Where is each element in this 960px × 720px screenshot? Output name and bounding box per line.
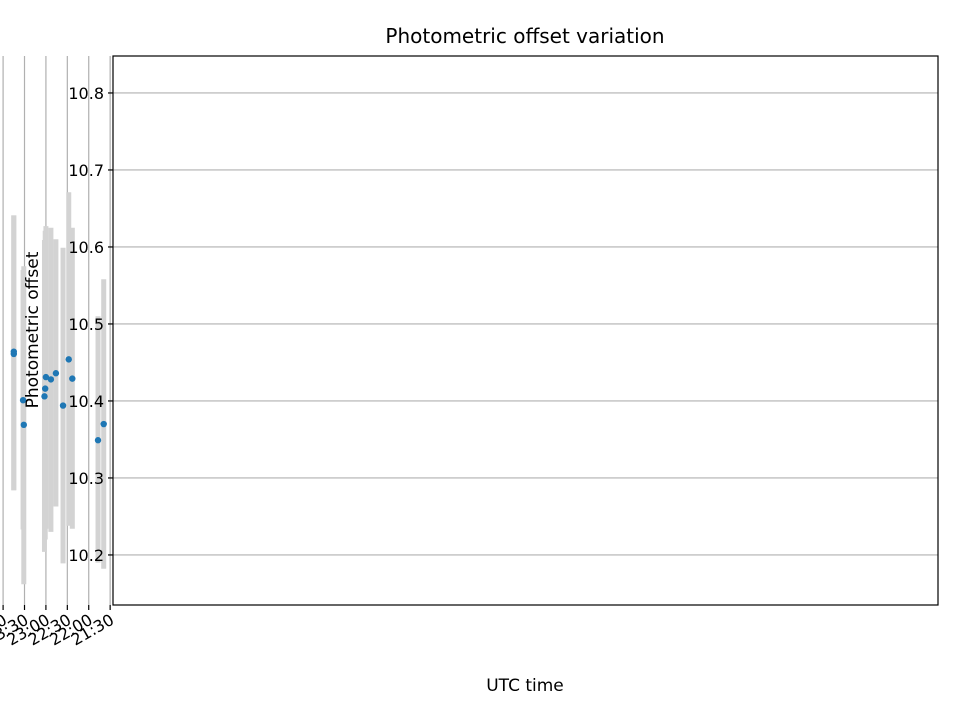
y-tick-label: 10.8 bbox=[68, 84, 104, 103]
data-points bbox=[10, 348, 107, 444]
y-axis-ticks: 10.2 10.3 10.4 10.5 10.6 10.7 10.8 bbox=[68, 84, 113, 565]
data-point bbox=[19, 396, 27, 404]
chart-title: Photometric offset variation bbox=[385, 24, 664, 48]
data-point bbox=[20, 421, 27, 429]
y-axis-title: Photometric offset bbox=[23, 251, 43, 408]
y-tick-label: 10.4 bbox=[68, 392, 104, 411]
data-point bbox=[42, 385, 49, 392]
data-point bbox=[100, 420, 107, 428]
data-point bbox=[47, 376, 55, 383]
x-axis-title: UTC time bbox=[486, 676, 564, 696]
y-tick-label: 10.5 bbox=[68, 315, 104, 334]
data-point bbox=[52, 370, 60, 377]
y-tick-label: 10.2 bbox=[68, 546, 104, 565]
data-point bbox=[41, 393, 48, 400]
data-point bbox=[94, 437, 102, 444]
y-tick-label: 10.6 bbox=[68, 238, 104, 257]
data-point bbox=[59, 402, 67, 409]
y-tick-label: 10.3 bbox=[68, 469, 104, 488]
data-point bbox=[10, 348, 18, 355]
data-point bbox=[42, 373, 50, 381]
plot-area-frame bbox=[112, 55, 939, 606]
data-point bbox=[65, 356, 72, 363]
y-tick-label: 10.7 bbox=[68, 161, 104, 180]
data-point bbox=[69, 375, 76, 382]
